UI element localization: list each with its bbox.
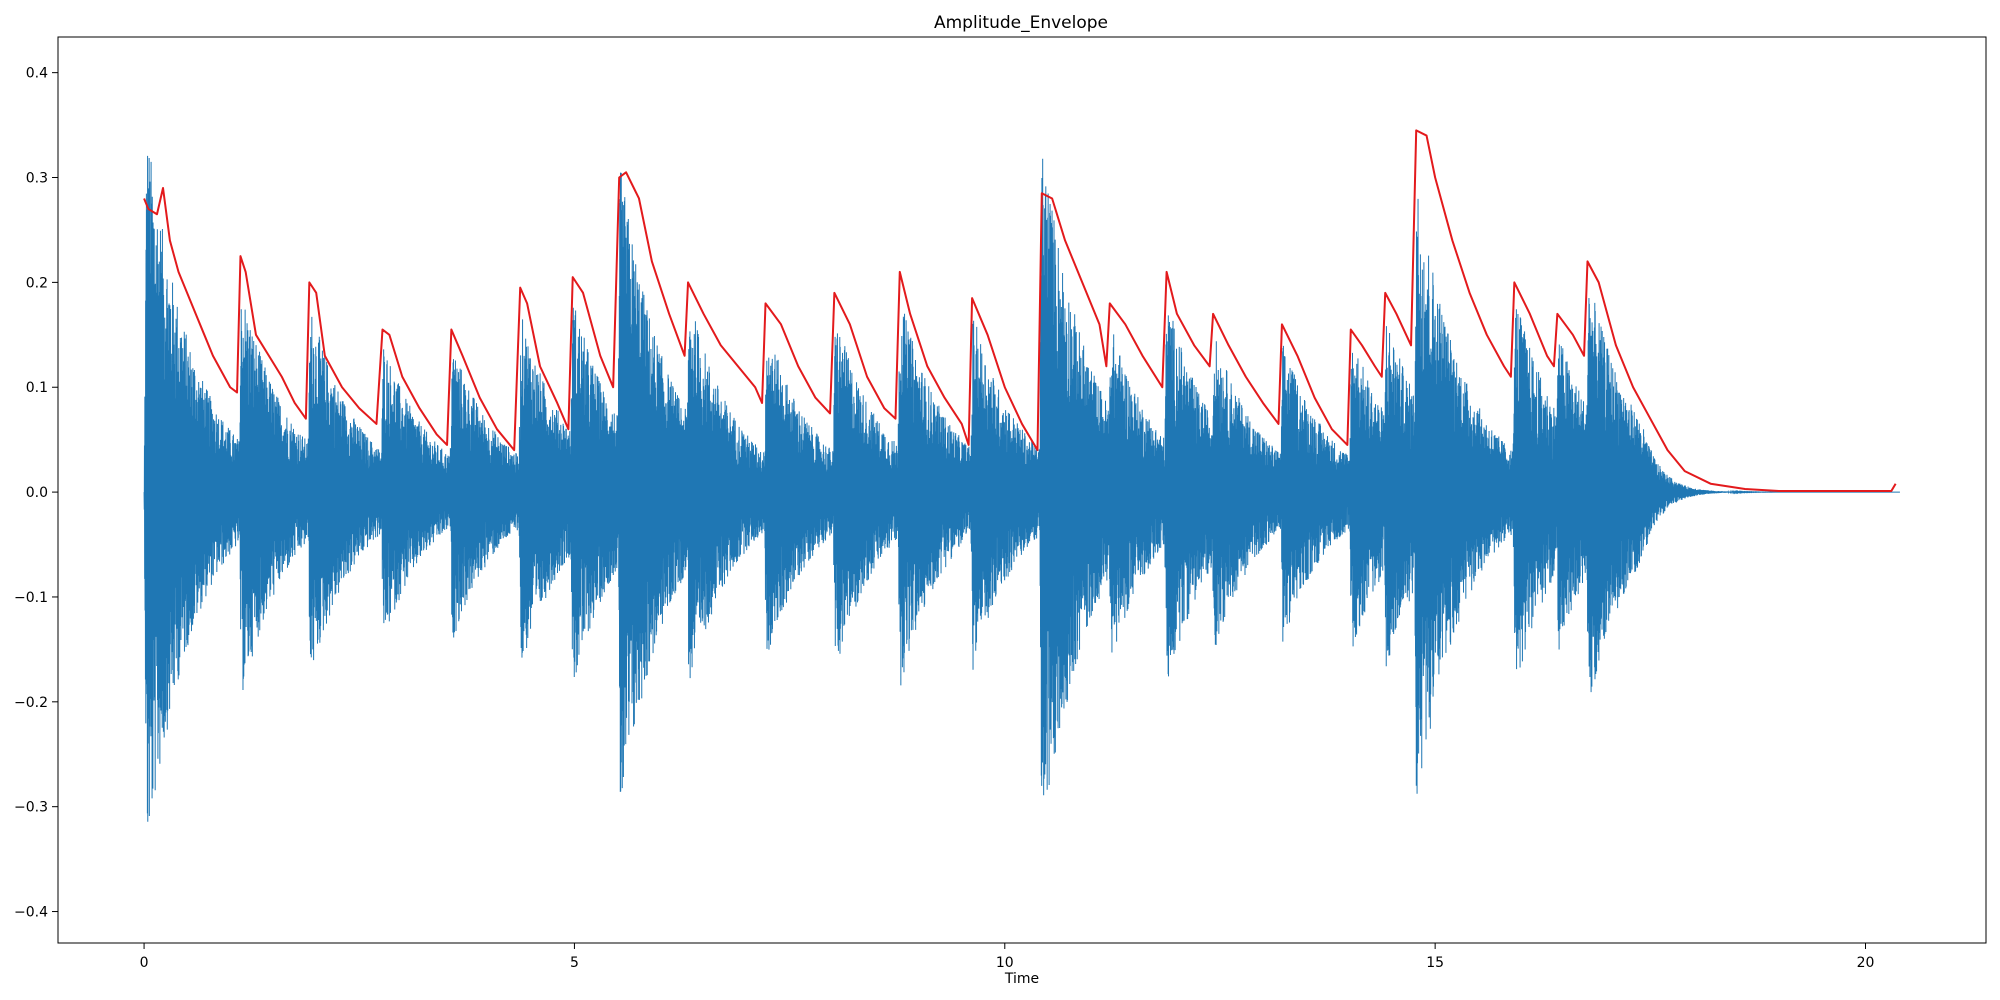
y-tick-label: 0.3	[26, 171, 48, 187]
x-axis-label: Time	[1004, 971, 1039, 987]
y-tick-label: 0.4	[26, 66, 48, 82]
y-tick-label: −0.2	[14, 695, 48, 711]
x-tick-label: 0	[140, 955, 149, 971]
envelope-line	[143, 129, 1897, 493]
x-tick-label: 15	[1426, 955, 1444, 971]
envelope-series	[143, 129, 1897, 493]
y-tick-label: −0.3	[14, 800, 48, 816]
y-tick-label: 0.1	[26, 380, 48, 396]
y-tick-label: −0.4	[14, 905, 48, 921]
chart-title: Amplitude_Envelope	[934, 13, 1108, 33]
y-tick-label: −0.1	[14, 590, 48, 606]
x-tick-label: 10	[996, 955, 1014, 971]
x-axis-ticks: 0 5 10 15 20	[140, 943, 1875, 971]
x-tick-label: 5	[570, 955, 579, 971]
y-axis-ticks: −0.4 −0.3 −0.2 −0.1 0.0 0.1 0.2 0.3 0.4	[14, 66, 58, 921]
waveform-series	[143, 155, 1900, 822]
y-tick-label: 0.0	[26, 485, 48, 501]
waveform-line	[143, 155, 1900, 822]
plot-area-frame	[57, 36, 1987, 944]
x-tick-label: 20	[1857, 955, 1875, 971]
y-tick-label: 0.2	[26, 275, 48, 291]
